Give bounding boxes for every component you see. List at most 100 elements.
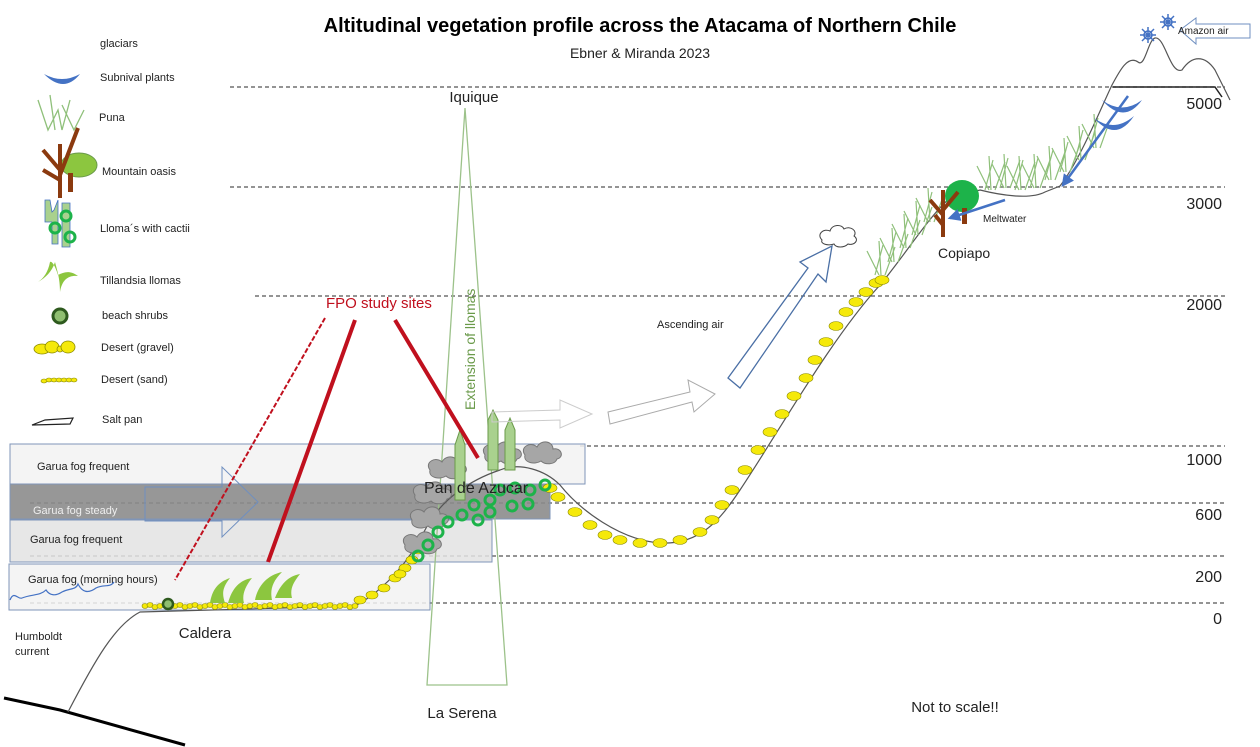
puna-grass-icon — [915, 187, 945, 223]
amazon-air-arrow — [1179, 17, 1251, 46]
puna-grass-icon — [1036, 145, 1066, 181]
gravel-pebble — [858, 287, 874, 297]
lloma-ring-icon — [431, 525, 445, 539]
fog-label-frequent-upper: Garua fog frequent — [37, 461, 129, 473]
altitude-label-5000: 5000 — [1186, 96, 1222, 113]
terrain-profile — [67, 37, 1231, 713]
gravel-pebble — [652, 538, 668, 548]
fpo-study-sites-label: FPO study sites — [326, 295, 432, 312]
gravel-pebble — [672, 535, 688, 545]
lloma-ring-icon — [521, 497, 535, 511]
not-to-scale-note: Not to scale!! — [911, 699, 999, 716]
title: Altitudinal vegetation profile across th… — [324, 15, 957, 37]
gravel-pebble — [377, 583, 391, 593]
legend-label-subnival: Subnival plants — [100, 72, 175, 84]
tillandsia-icon — [210, 572, 300, 603]
legend-label-desert-gravel: Desert (gravel) — [101, 342, 174, 354]
altitude-label-0: 0 — [1213, 611, 1222, 628]
llomas-extension-triangle — [426, 107, 508, 686]
gravel-pebble — [828, 321, 844, 331]
gravel-pebble — [818, 337, 834, 347]
humboldt-label-1: Humboldt — [15, 631, 62, 643]
gravel-pebble — [612, 535, 628, 545]
legend: glaciars Subnival plants Puna Mountain o… — [31, 38, 190, 426]
subnival-plant-icon — [1102, 100, 1142, 113]
lloma-ring-icon — [421, 538, 435, 552]
fog-zones: Garua fog frequent Garua fog steady Garu… — [8, 443, 586, 611]
altitude-label-600: 600 — [1195, 507, 1222, 524]
gravel-pebble — [838, 307, 854, 317]
mountain-oasis-tree-icon — [928, 190, 960, 237]
puna-grass-icon — [37, 94, 85, 132]
place-pan-de-azucar: Pan de Azucar — [424, 480, 529, 497]
gravel-pebble — [798, 373, 814, 383]
gravel-pebble — [582, 520, 598, 530]
gravel-pebble — [353, 595, 367, 605]
humboldt-label-2: current — [15, 646, 49, 658]
puna-grass-icon — [1021, 153, 1051, 189]
fog-inflow-arrow — [144, 465, 259, 539]
altitude-label-200: 200 — [1195, 569, 1222, 586]
gravel-pebble — [786, 391, 802, 401]
subnival-icon — [44, 74, 80, 84]
lloma-rings — [411, 478, 552, 563]
salt-pan — [1113, 86, 1223, 98]
legend-label-salt-pan: Salt pan — [102, 414, 142, 426]
fog-label-morning: Garua fog (morning hours) — [28, 574, 158, 586]
cactus-icon — [504, 416, 516, 471]
meltwater-arrow — [947, 198, 1006, 221]
legend-label-puna: Puna — [99, 112, 126, 124]
gravel-pebble — [774, 409, 790, 419]
glacier-icon — [1140, 14, 1176, 43]
oasis-tree-crown-icon — [945, 180, 979, 212]
gravel-pebble — [393, 569, 407, 579]
place-iquique: Iquique — [449, 89, 498, 106]
gravel-pebble — [632, 538, 648, 548]
air-flow-arrow-faint-1 — [491, 399, 594, 429]
amazon-air-label: Amazon air — [1178, 26, 1229, 37]
altitude-label-2000: 2000 — [1186, 297, 1222, 314]
gravel-pebble — [874, 275, 890, 285]
gravel-pebble — [567, 507, 583, 517]
lloma-ring-icon — [523, 483, 537, 497]
ascending-air-arrow — [727, 244, 833, 389]
meltwater-label: Meltwater — [983, 214, 1027, 225]
mountain-oasis-tree-icon — [41, 127, 80, 198]
gravel-pebble — [692, 527, 708, 537]
ocean-waves — [9, 581, 115, 601]
lloma-ring-icon — [483, 505, 497, 519]
sand-icon — [40, 377, 78, 384]
tillandsia-llomas — [210, 572, 300, 603]
fpo-pointer-1 — [174, 317, 326, 581]
cacti — [454, 408, 516, 501]
puna-grass-icon — [866, 240, 896, 276]
gravel-pebble — [365, 590, 379, 600]
gravel-pebble — [714, 500, 730, 510]
subtitle: Ebner & Miranda 2023 — [570, 45, 710, 61]
subnival-plant-icon — [1094, 116, 1134, 131]
cactus-icon — [454, 428, 466, 501]
lloma-ring-icon — [508, 481, 522, 495]
air-flow-arrow-faint-2 — [607, 379, 716, 425]
oasis-tree-trunk-icon — [962, 208, 967, 224]
llomas-extension-label: Extension of llomas — [462, 289, 478, 410]
tillandsia-icon — [38, 261, 78, 292]
fog-label-steady: Garua fog steady — [33, 505, 118, 517]
fpo-pointer-3 — [393, 318, 480, 460]
legend-label-desert-sand: Desert (sand) — [101, 374, 168, 386]
salt-pan-icon — [31, 417, 75, 426]
lloma-ring-icon — [441, 515, 455, 529]
gravel-pebble — [737, 465, 753, 475]
lloma-ring-icon — [493, 483, 507, 497]
gravel-pebble — [750, 445, 766, 455]
gravel-pebble — [550, 492, 566, 502]
ascending-air-label: Ascending air — [657, 319, 724, 331]
mountain-oasis — [928, 180, 979, 237]
legend-label-mountain-oasis: Mountain oasis — [102, 166, 176, 178]
lloma-ring-icon — [411, 549, 425, 563]
legend-label-beach-shrubs: beach shrubs — [102, 310, 169, 322]
place-caldera: Caldera — [179, 625, 232, 642]
gravel-pebble — [848, 297, 864, 307]
beach-shrub-icon — [51, 307, 69, 325]
